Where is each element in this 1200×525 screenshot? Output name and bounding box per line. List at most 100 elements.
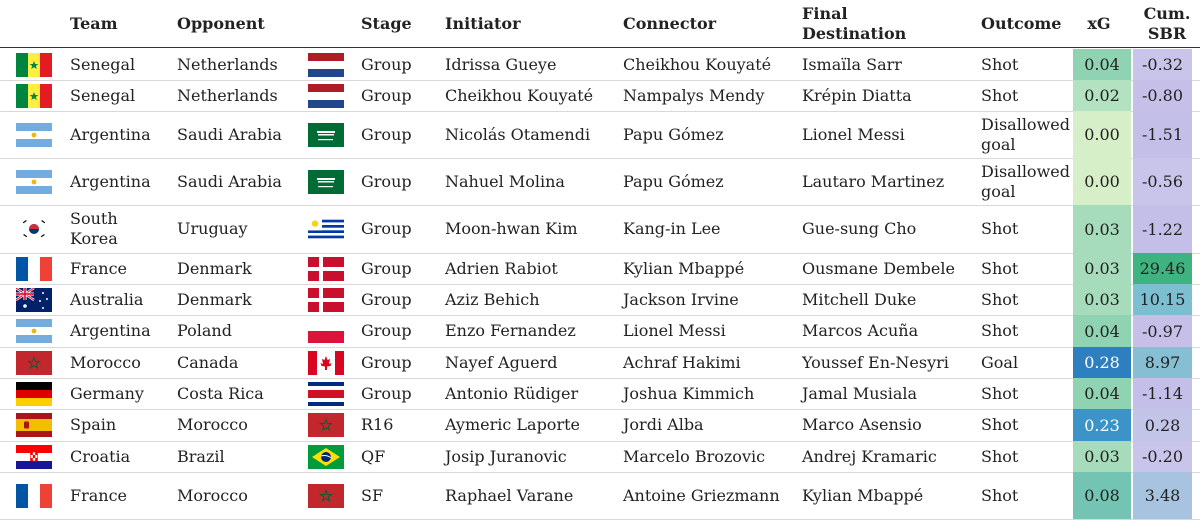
opponent-flag [308,347,344,378]
initiator: Nicolás Otamendi [445,111,620,158]
poland-flag-icon [308,319,344,343]
initiator-text: Enzo Fernandez [445,321,576,340]
saudi-arabia-flag-icon [308,122,344,147]
table-row: France Denmark Group Adrien Rabiot Kylian Mb… [0,253,1200,285]
team-name: France [70,253,165,284]
stage: Group [361,347,441,378]
cum-sbr-value: 0.28 [1133,409,1192,441]
xg-value: 0.08 [1073,472,1131,519]
opponent-flag [308,284,344,315]
outcome-text: Shot [981,289,1019,309]
initiator-text: Nicolás Otamendi [445,124,591,144]
table-row: Spain Morocco R16 Aymeric Laporte Jordi Alba… [0,409,1200,442]
opponent-flag [308,158,344,205]
final-destination: Marcos Acuña [802,315,977,347]
team-flag [16,409,52,441]
stage-text: Group [361,258,412,278]
initiator: Raphael Varane [445,472,620,519]
final-destination-text: Youssef En-Nesyri [802,352,949,372]
final-destination: Lautaro Martinez [802,158,977,205]
table-row: France Morocco SF Raphael Varane Antoine Gri… [0,472,1200,520]
final-destination-text: Gue-sung Cho [802,219,917,238]
outcome-text: Goal [981,352,1019,372]
outcome-text: Shot [981,415,1019,434]
cum-sbr-value: 10.15 [1133,284,1192,315]
saudi-arabia-flag-icon [308,169,344,194]
xg-value: 0.04 [1073,378,1131,409]
opponent-flag [308,315,344,347]
connector-text: Marcelo Brozovic [623,446,766,466]
initiator-text: Adrien Rabiot [445,258,558,278]
initiator: Antonio Rüdiger [445,378,620,409]
connector-text: Joshua Kimmich [623,383,755,403]
argentina-flag-icon [16,169,52,194]
stage-text: Group [361,352,412,372]
header-opponent: Opponent [177,14,265,33]
opponent-name: Morocco [177,472,302,519]
stage-text: Group [361,124,412,144]
stage-text: QF [361,446,386,466]
connector: Nampalys Mendy [623,80,793,111]
outcome: Shot [981,80,1071,111]
team-name: Spain [70,409,165,441]
stage: Group [361,284,441,315]
team-flag [16,158,52,205]
xg-value: 0.28 [1073,347,1131,378]
table-row: Senegal Netherlands Group Idrissa Gueye Chei… [0,49,1200,81]
header-initiator: Initiator [445,14,521,33]
team-name-text: Argentina [70,124,151,144]
final-destination: Ismaïla Sarr [802,49,977,80]
team-name: Argentina [70,315,165,347]
connector-text: Kylian Mbappé [623,258,745,278]
opponent-flag [308,205,344,253]
team-name-text: Morocco [70,352,141,372]
final-destination-text: Lautaro Martinez [802,171,945,191]
team-flag [16,49,52,80]
connector: Joshua Kimmich [623,378,793,409]
stage-text: Group [361,321,412,340]
outcome-text: Disallowed goal [981,161,1070,201]
xg-value: 0.04 [1073,49,1131,80]
outcome: Shot [981,205,1071,253]
costa-rica-flag-icon [308,381,344,406]
connector-text: Cheikhou Kouyaté [623,54,772,74]
croatia-flag-icon [16,444,52,469]
initiator: Aymeric Laporte [445,409,620,441]
xg-value: 0.03 [1073,284,1131,315]
stage: QF [361,441,441,472]
xg-value: 0.02 [1073,80,1131,111]
initiator-text: Idrissa Gueye [445,54,557,74]
final-destination: Marco Asensio [802,409,977,441]
initiator-text: Moon-hwan Kim [445,219,578,238]
opponent-name-text: Poland [177,321,232,340]
table-row: Argentina Saudi Arabia Group Nahuel Molina P… [0,158,1200,206]
opponent-name: Saudi Arabia [177,111,302,158]
team-name: Australia [70,284,165,315]
netherlands-flag-icon [308,83,344,108]
team-name-text: Spain [70,415,117,434]
stage: Group [361,315,441,347]
table-row: Australia Denmark Group Aziz Behich Jackson … [0,284,1200,316]
cum-sbr-value: -0.32 [1133,49,1192,80]
final-destination-text: Ousmane Dembele [802,258,955,278]
outcome-text: Shot [981,321,1019,340]
opponent-name: Netherlands [177,80,302,111]
outcome-text: Shot [981,54,1019,74]
opponent-name: Morocco [177,409,302,441]
opponent-name-text: Morocco [177,485,248,505]
outcome: Shot [981,378,1071,409]
morocco-flag-icon [308,413,344,437]
connector: Kang-in Lee [623,205,793,253]
final-destination-text: Lionel Messi [802,124,905,144]
connector: Marcelo Brozovic [623,441,793,472]
south-korea-flag-icon [16,217,52,241]
cum-sbr-value: 8.97 [1133,347,1192,378]
morocco-flag-icon [308,483,344,508]
canada-flag-icon [308,350,344,375]
opponent-name: Uruguay [177,205,302,253]
outcome: Shot [981,409,1071,441]
team-name-text: Australia [70,289,144,309]
header-connector: Connector [623,14,717,33]
connector-text: Nampalys Mendy [623,85,765,105]
